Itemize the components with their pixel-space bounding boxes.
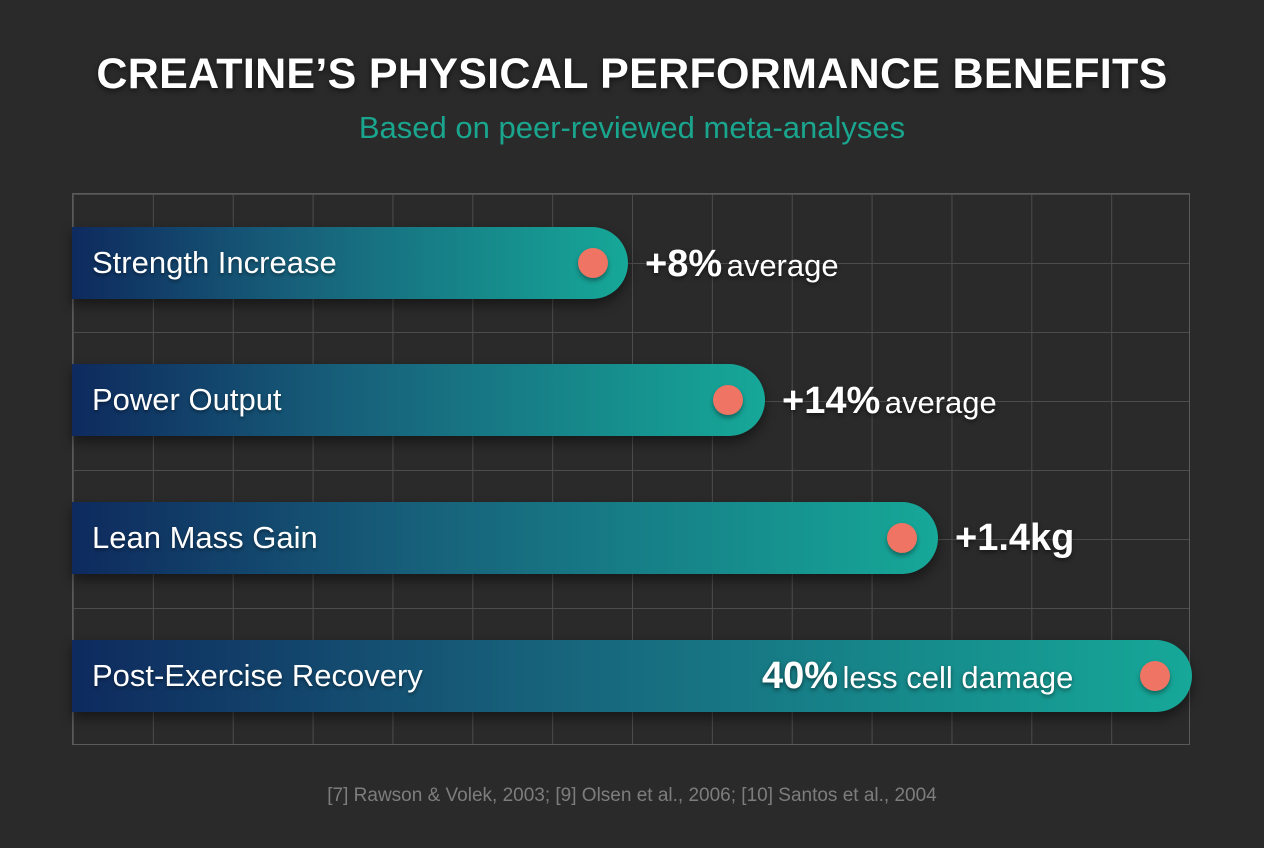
value-suffix: average	[884, 385, 997, 420]
value-label-lean-mass: +1.4kg	[955, 502, 1074, 582]
value: 40%	[762, 655, 839, 697]
bar-label: Strength Increase	[92, 245, 337, 280]
bar-post-exercise-recovery: Post-Exercise Recovery	[72, 640, 1192, 712]
bar-label: Post-Exercise Recovery	[92, 658, 423, 693]
bar-strength-increase: Strength Increase	[72, 227, 628, 299]
value: +14%	[782, 380, 881, 422]
value-label-recovery: 40% less cell damage	[762, 640, 1073, 720]
bar-power-output: Power Output	[72, 364, 765, 436]
value-suffix: average	[726, 248, 839, 283]
marker-dot	[887, 523, 917, 553]
marker-dot	[1140, 661, 1170, 691]
value: +1.4kg	[955, 517, 1075, 559]
bar-label: Power Output	[92, 382, 282, 417]
value-suffix: less cell damage	[842, 660, 1074, 695]
bar-label: Lean Mass Gain	[92, 520, 318, 555]
chart-subtitle: Based on peer-reviewed meta-analyses	[358, 110, 906, 145]
source-citation: [7] Rawson & Volek, 2003; [9] Olsen et a…	[327, 785, 937, 806]
chart-title: CREATINE’S PHYSICAL PERFORMANCE BENEFITS	[96, 50, 1168, 98]
marker-dot	[578, 248, 608, 278]
value-label-strength: +8% average	[645, 228, 839, 308]
value-label-power: +14% average	[782, 365, 997, 445]
bar-lean-mass-gain: Lean Mass Gain	[72, 502, 938, 574]
marker-dot	[713, 385, 743, 415]
value: +8%	[645, 243, 723, 285]
